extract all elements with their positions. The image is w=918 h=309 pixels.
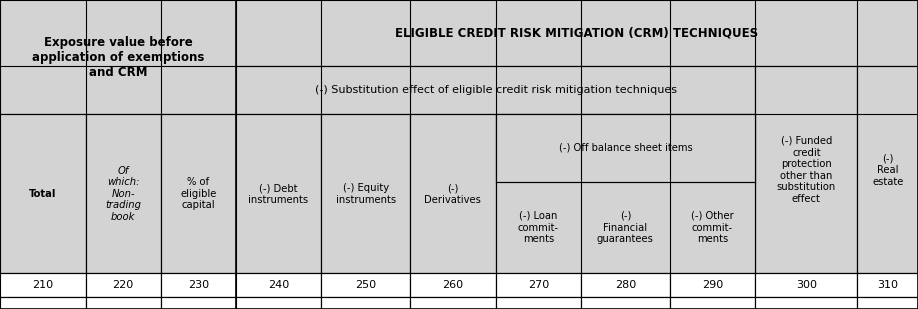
Bar: [161, 114, 236, 273]
Text: 230: 230: [187, 280, 208, 290]
Text: (-) Funded
credit
protection
other than
substitution
effect: (-) Funded credit protection other than …: [777, 136, 836, 204]
Bar: [581, 273, 670, 297]
Text: (-)
Financial
guarantees: (-) Financial guarantees: [597, 211, 654, 244]
Bar: [857, 66, 918, 273]
Text: Exposure value before
application of exemptions
and CRM: Exposure value before application of exe…: [32, 36, 204, 79]
Text: Total: Total: [29, 189, 57, 199]
Bar: [236, 66, 756, 114]
Bar: [857, 297, 918, 309]
Text: 270: 270: [528, 280, 549, 290]
Text: (-) Substitution effect of eligible credit risk mitigation techniques: (-) Substitution effect of eligible cred…: [315, 85, 677, 95]
Text: Of
which:
Non-
trading
book: Of which: Non- trading book: [105, 166, 141, 222]
Bar: [161, 273, 236, 297]
Bar: [85, 273, 161, 297]
Text: (-)
Real
estate: (-) Real estate: [872, 153, 903, 187]
Text: 280: 280: [615, 280, 636, 290]
Bar: [321, 114, 410, 273]
Text: 210: 210: [32, 280, 53, 290]
Bar: [670, 297, 756, 309]
Bar: [496, 273, 581, 297]
Text: (-) Off balance sheet items: (-) Off balance sheet items: [558, 143, 692, 153]
Bar: [161, 297, 236, 309]
Bar: [236, 297, 321, 309]
Bar: [496, 114, 756, 182]
Text: 300: 300: [796, 280, 817, 290]
Bar: [85, 297, 161, 309]
Bar: [581, 297, 670, 309]
Bar: [410, 114, 496, 273]
Text: % of
eligible
capital: % of eligible capital: [180, 177, 217, 210]
Bar: [756, 273, 857, 297]
Bar: [857, 273, 918, 297]
Bar: [0, 0, 236, 114]
Bar: [85, 114, 161, 273]
Text: (-)
Derivatives: (-) Derivatives: [424, 183, 481, 205]
Bar: [410, 297, 496, 309]
Bar: [496, 114, 756, 273]
Bar: [321, 297, 410, 309]
Bar: [410, 273, 496, 297]
Bar: [236, 0, 918, 66]
Text: (-) Other
commit-
ments: (-) Other commit- ments: [691, 211, 733, 244]
Text: 260: 260: [442, 280, 464, 290]
Text: (-) Debt
instruments: (-) Debt instruments: [249, 183, 308, 205]
Bar: [756, 66, 857, 273]
Bar: [236, 114, 321, 273]
Bar: [670, 273, 756, 297]
Text: 290: 290: [702, 280, 723, 290]
Bar: [0, 273, 85, 297]
Text: 240: 240: [268, 280, 289, 290]
Bar: [321, 273, 410, 297]
Text: 250: 250: [355, 280, 376, 290]
Bar: [0, 297, 85, 309]
Text: ELIGIBLE CREDIT RISK MITIGATION (CRM) TECHNIQUES: ELIGIBLE CREDIT RISK MITIGATION (CRM) TE…: [396, 27, 758, 40]
Text: 310: 310: [878, 280, 898, 290]
Text: (-) Loan
commit-
ments: (-) Loan commit- ments: [518, 211, 559, 244]
Bar: [756, 297, 857, 309]
Text: 220: 220: [113, 280, 134, 290]
Bar: [0, 114, 85, 273]
Bar: [236, 273, 321, 297]
Bar: [496, 297, 581, 309]
Text: (-) Equity
instruments: (-) Equity instruments: [336, 183, 396, 205]
